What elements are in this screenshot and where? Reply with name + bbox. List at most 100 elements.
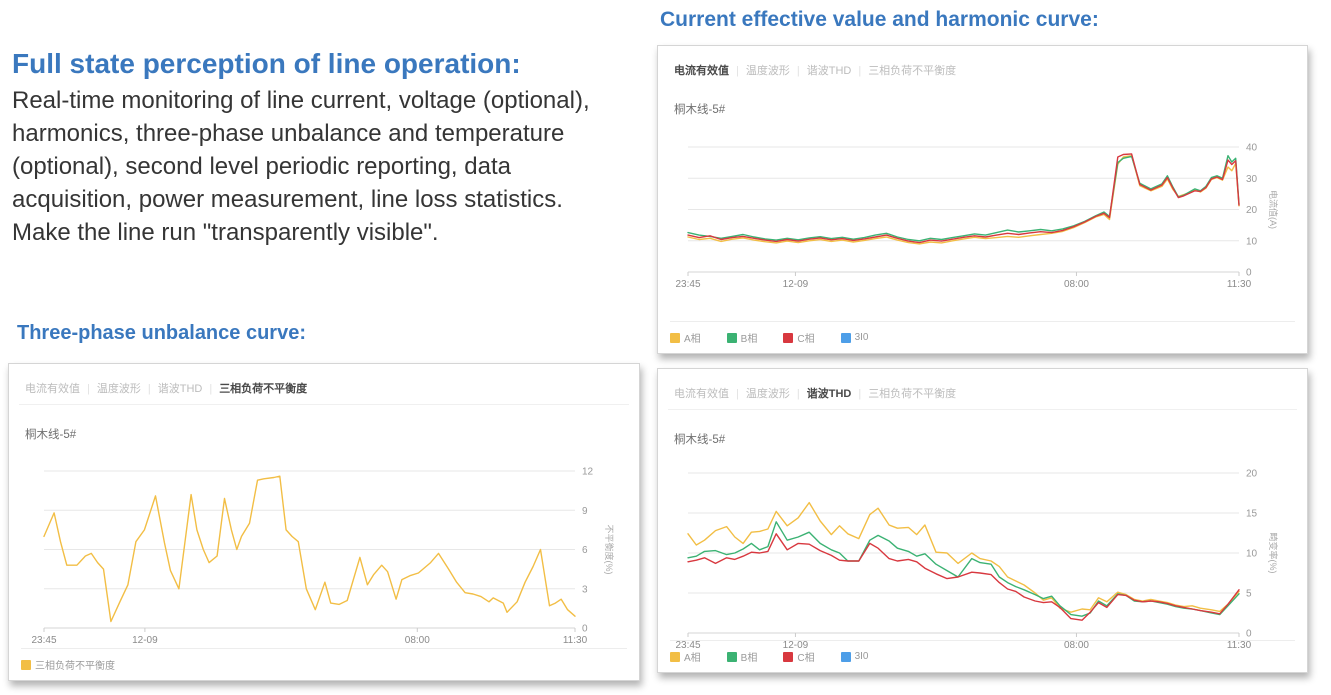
y-axis-tick-label: 0 — [1246, 268, 1252, 279]
chart-panel-unbalance: 电流有效值 | 温度波形 | 谐波THD | 三相负荷不平衡度 桐木线-5# 0 3 6 9 12 2… — [8, 363, 640, 681]
series-line-phase-a — [687, 501, 1240, 613]
legend-item-phase-b[interactable]: B相 — [726, 330, 758, 345]
chart-canvas: 0 3 6 9 12 23:45 12-09 08:00 11:30 不平衡度(%) — [31, 467, 615, 647]
tab-harmonic-thd[interactable]: 谐波THD — [806, 388, 852, 400]
legend-item-unbalance[interactable]: 三相负荷不平衡度 — [21, 657, 115, 672]
tab-separator: | — [796, 65, 800, 77]
series-line-phase-c — [687, 153, 1240, 244]
legend-label: A相 — [684, 653, 701, 664]
tab-harmonic-thd[interactable]: 谐波THD — [806, 65, 852, 77]
chart-legend: 三相负荷不平衡度 — [21, 648, 627, 672]
tab-current-rms[interactable]: 电流有效值 — [25, 383, 80, 395]
tab-unbalance[interactable]: 三相负荷不平衡度 — [868, 65, 957, 77]
chart-canvas: 0 5 10 15 20 23:45 12-09 08:00 11:30 畸变率(%) — [675, 469, 1279, 652]
legend-item-phase-a[interactable]: A相 — [670, 330, 701, 345]
chart-legend: A相 B相 C相 3I0 — [670, 640, 1295, 664]
y-axis-title: 不平衡度(%) — [604, 525, 615, 575]
tab-unbalance[interactable]: 三相负荷不平衡度 — [219, 383, 308, 395]
y-axis-tick-label: 9 — [582, 506, 588, 517]
tab-separator: | — [736, 65, 739, 77]
y-axis-tick-label: 20 — [1246, 205, 1258, 216]
tab-divider — [19, 404, 629, 405]
tab-separator: | — [209, 383, 213, 395]
x-axis-tick-label: 08:00 — [1064, 279, 1089, 290]
tab-separator: | — [87, 383, 90, 395]
line-name-label: 桐木线-5# — [674, 434, 726, 446]
tab-current-rms[interactable]: 电流有效值 — [674, 65, 729, 77]
legend-swatch — [670, 651, 680, 662]
tab-current-rms[interactable]: 电流有效值 — [674, 388, 729, 400]
legend-item-zero-sequence-3i0[interactable]: 3I0 — [840, 651, 869, 662]
legend-swatch — [783, 651, 794, 662]
line-name-label: 桐木线-5# — [25, 429, 77, 441]
y-axis-tick-label: 40 — [1246, 143, 1258, 154]
chart-panel-harmonic-thd: 电流有效值 | 温度波形 | 谐波THD | 三相负荷不平衡度 桐木线-5# 0 5 10 15 2… — [657, 368, 1308, 673]
x-axis-tick-label: 23:45 — [31, 635, 56, 646]
tab-temperature-waveform[interactable]: 温度波形 — [745, 65, 790, 77]
tab-separator: | — [858, 65, 862, 77]
tab-harmonic-thd[interactable]: 谐波THD — [157, 383, 203, 395]
tab-temperature-waveform[interactable]: 温度波形 — [745, 388, 790, 400]
legend-label: B相 — [740, 334, 758, 345]
legend-swatch — [670, 332, 680, 343]
series-line-unbalance — [43, 475, 576, 623]
tab-temperature-waveform[interactable]: 温度波形 — [96, 383, 141, 395]
tab-separator: | — [147, 383, 151, 395]
tab-separator: | — [796, 388, 800, 400]
y-axis-tick-label: 0 — [582, 624, 588, 635]
tab-unbalance[interactable]: 三相负荷不平衡度 — [868, 388, 957, 400]
description-paragraph: Real-time monitoring of line current, vo… — [12, 87, 590, 246]
legend-swatch — [726, 651, 737, 662]
series-line-phase-c — [687, 533, 1240, 621]
series-line-phase-a — [687, 154, 1240, 245]
y-axis-tick-label: 6 — [582, 545, 588, 556]
legend-swatch — [21, 659, 31, 670]
gridlines — [44, 470, 575, 629]
legend-label: A相 — [684, 334, 701, 345]
x-axis: 23:45 12-09 08:00 11:30 — [31, 628, 588, 646]
tab-separator: | — [736, 388, 739, 400]
legend-item-phase-c[interactable]: C相 — [783, 330, 815, 345]
legend-label: 三相负荷不平衡度 — [35, 661, 115, 672]
legend-item-phase-c[interactable]: C相 — [783, 649, 815, 664]
legend-label: 3I0 — [854, 651, 869, 662]
legend-label: C相 — [797, 334, 815, 345]
tab-divider — [668, 409, 1297, 410]
x-axis: 23:45 12-09 08:00 11:30 — [675, 633, 1252, 651]
page-title: Full state perception of line operation: — [12, 48, 521, 79]
line-name-label: 桐木线-5# — [674, 104, 726, 116]
chart-legend: A相 B相 C相 3I0 — [670, 321, 1295, 345]
y-axis-tick-label: 15 — [1246, 509, 1258, 520]
x-axis-tick-label: 11:30 — [1227, 640, 1252, 651]
legend-item-phase-b[interactable]: B相 — [726, 649, 757, 664]
legend-swatch — [840, 651, 851, 662]
y-axis-tick-label: 5 — [1246, 589, 1252, 600]
chart-tabs: 电流有效值 | 温度波形 | 谐波THD | 三相负荷不平衡度 — [25, 380, 307, 396]
y-axis-title: 电流值(A) — [1268, 190, 1279, 229]
y-axis-title: 畸变率(%) — [1268, 533, 1279, 574]
gridlines — [688, 472, 1239, 634]
legend-swatch — [840, 332, 851, 343]
series-line-phase-b — [687, 154, 1240, 242]
legend-label: 3I0 — [854, 332, 869, 343]
legend-swatch — [783, 332, 794, 343]
legend-item-zero-sequence-3i0[interactable]: 3I0 — [840, 332, 869, 343]
tab-separator: | — [858, 388, 862, 400]
y-axis-tick-label: 0 — [1246, 629, 1252, 640]
x-axis-tick-label: 12-09 — [783, 279, 809, 290]
y-axis-tick-label: 10 — [1246, 236, 1258, 247]
legend-swatch — [726, 332, 737, 343]
x-axis-tick-label: 08:00 — [1064, 640, 1089, 651]
x-axis-tick-label: 12-09 — [132, 635, 158, 646]
y-axis-tick-label: 30 — [1246, 174, 1258, 185]
legend-item-phase-a[interactable]: A相 — [670, 649, 701, 664]
x-axis-tick-label: 23:45 — [675, 279, 700, 290]
chart-canvas: 0 10 20 30 40 23:45 12-09 08:00 11:30 电流值(A) — [675, 143, 1279, 291]
chart-tabs: 电流有效值 | 温度波形 | 谐波THD | 三相负荷不平衡度 — [674, 62, 956, 78]
gridlines — [688, 146, 1239, 273]
x-axis-tick-label: 11:30 — [563, 635, 588, 646]
x-axis-tick-label: 12-09 — [783, 640, 809, 651]
y-axis-tick-label: 10 — [1246, 549, 1258, 560]
heading-unbalance-curve: Three-phase unbalance curve: — [17, 322, 306, 344]
